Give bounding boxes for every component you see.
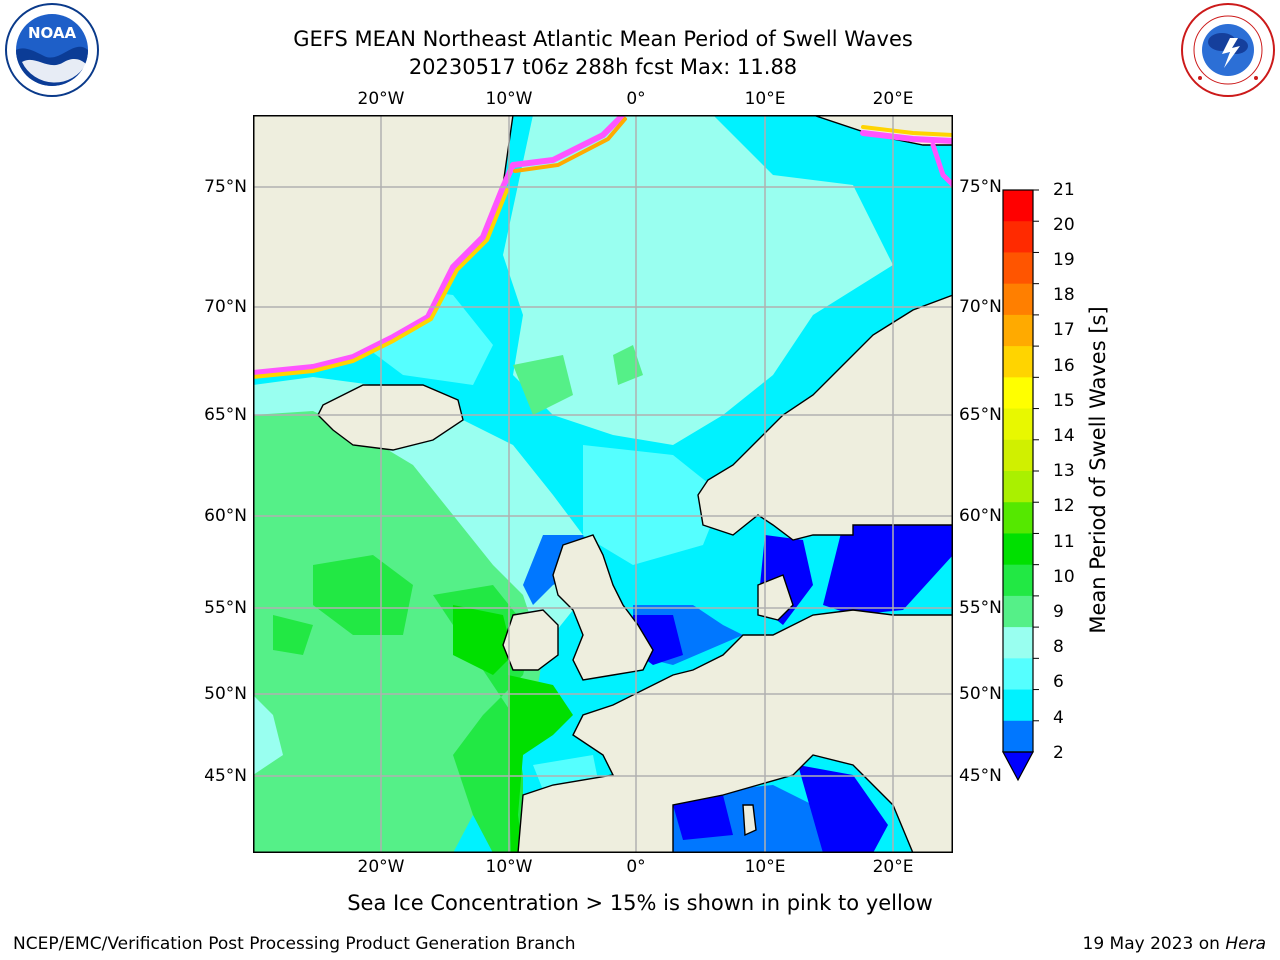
lat-label-right: 75°N: [959, 177, 1002, 197]
colorbar-segment: [1003, 377, 1033, 410]
colorbar-segment: [1003, 533, 1033, 566]
colorbar-tick-label: 19: [1053, 250, 1075, 270]
colorbar-tick-label: 17: [1053, 320, 1075, 340]
chart-title: GEFS MEAN Northeast Atlantic Mean Period…: [293, 27, 913, 51]
footer-credit: NCEP/EMC/Verification Post Processing Pr…: [13, 934, 576, 954]
lat-label-right: 65°N: [959, 405, 1002, 425]
colorbar-segment: [1003, 595, 1033, 628]
colorbar-segment: [1003, 658, 1033, 691]
lon-label-top: 10°W: [485, 89, 533, 109]
lon-label-top: 20°W: [357, 89, 405, 109]
lat-label-right: 45°N: [959, 766, 1002, 786]
lat-label-left: 75°N: [204, 177, 247, 197]
lon-label-bottom: 10°W: [485, 857, 533, 877]
colorbar-segment: [1003, 408, 1033, 441]
colorbar-tick-label: 12: [1053, 496, 1075, 516]
colorbar-segment: [1003, 221, 1033, 253]
footer-host: Hera: [1225, 934, 1266, 954]
colorbar-tick-label: 11: [1053, 532, 1075, 552]
colorbar-tick-label: 10: [1053, 567, 1075, 587]
sea-ice-edge: [253, 115, 953, 379]
land: [253, 115, 953, 853]
footer-date-text: 19 May 2023 on: [1082, 934, 1226, 954]
scandinavia: [697, 294, 953, 541]
colorbar-segment: [1003, 252, 1033, 285]
lat-label-left: 50°N: [204, 684, 247, 704]
lat-label-right: 70°N: [959, 297, 1002, 317]
colorbar-tick-label: 15: [1053, 391, 1075, 411]
map-frame: [253, 115, 953, 853]
colorbar-tick-label: 21: [1053, 180, 1075, 200]
lat-label-right: 60°N: [959, 506, 1002, 526]
iceland: [317, 384, 464, 451]
nws-logo: [1181, 3, 1275, 97]
lat-label-right: 50°N: [959, 684, 1002, 704]
colorbar-tick-label: 16: [1053, 356, 1075, 376]
colorbar-segment: [1003, 689, 1033, 722]
colorbar-segment: [1003, 471, 1033, 503]
colorbar-segment: [1003, 346, 1033, 378]
lon-label-bottom: 10°E: [744, 857, 786, 877]
colorbar-segment: [1003, 190, 1033, 222]
swell-period-map: [253, 115, 953, 853]
noaa-logo-text: NOAA: [28, 24, 77, 42]
colorbar-segment: [1003, 627, 1033, 659]
colorbar-tick-label: 18: [1053, 285, 1075, 305]
lat-label-left: 60°N: [204, 506, 247, 526]
colorbar-segment: [1003, 564, 1033, 597]
ireland: [502, 609, 559, 671]
colorbar-tick-label: 9: [1053, 602, 1064, 622]
lon-label-top: 10°E: [744, 89, 786, 109]
lon-label-top: 20°E: [872, 89, 914, 109]
colorbar-segment: [1003, 439, 1033, 472]
graticule: [253, 115, 953, 853]
noaa-logo: NOAA: [5, 3, 99, 97]
colorbar-tick-label: 13: [1053, 461, 1075, 481]
colorbar-under-arrow: [1001, 751, 1035, 782]
lon-label-bottom: 0°: [626, 857, 646, 877]
lat-label-left: 70°N: [204, 297, 247, 317]
lat-label-left: 45°N: [204, 766, 247, 786]
lat-label-left: 65°N: [204, 405, 247, 425]
period-11-12-zone: [453, 605, 573, 853]
lat-label-right: 55°N: [959, 598, 1002, 618]
lat-label-left: 55°N: [204, 598, 247, 618]
lon-label-bottom: 20°E: [872, 857, 914, 877]
corsica: [742, 804, 757, 837]
footer-date: 19 May 2023 on Hera: [1083, 934, 1267, 954]
colorbar-tick-label: 4: [1053, 708, 1064, 728]
colorbar-segment: [1003, 502, 1033, 534]
lon-label-bottom: 20°W: [357, 857, 405, 877]
colorbar-segment: [1003, 283, 1033, 316]
colorbar-tick-label: 14: [1053, 426, 1075, 446]
colorbar-segment: [1003, 720, 1033, 753]
colorbar-segment: [1003, 314, 1033, 347]
colorbar-tick-label: 2: [1053, 743, 1064, 763]
colorbar-tick-label: 20: [1053, 215, 1075, 235]
chart-subtitle: 20230517 t06z 288h fcst Max: 11.88: [408, 55, 798, 79]
colorbar-label: Mean Period of Swell Waves [s]: [1086, 306, 1110, 634]
colorbar-tick-label: 8: [1053, 637, 1064, 657]
continental-europe: [517, 609, 953, 853]
sea-ice-note: Sea Ice Concentration > 15% is shown in …: [347, 891, 933, 915]
colorbar: [1001, 189, 1039, 782]
lon-label-top: 0°: [626, 89, 646, 109]
colorbar-tick-label: 6: [1053, 672, 1064, 692]
